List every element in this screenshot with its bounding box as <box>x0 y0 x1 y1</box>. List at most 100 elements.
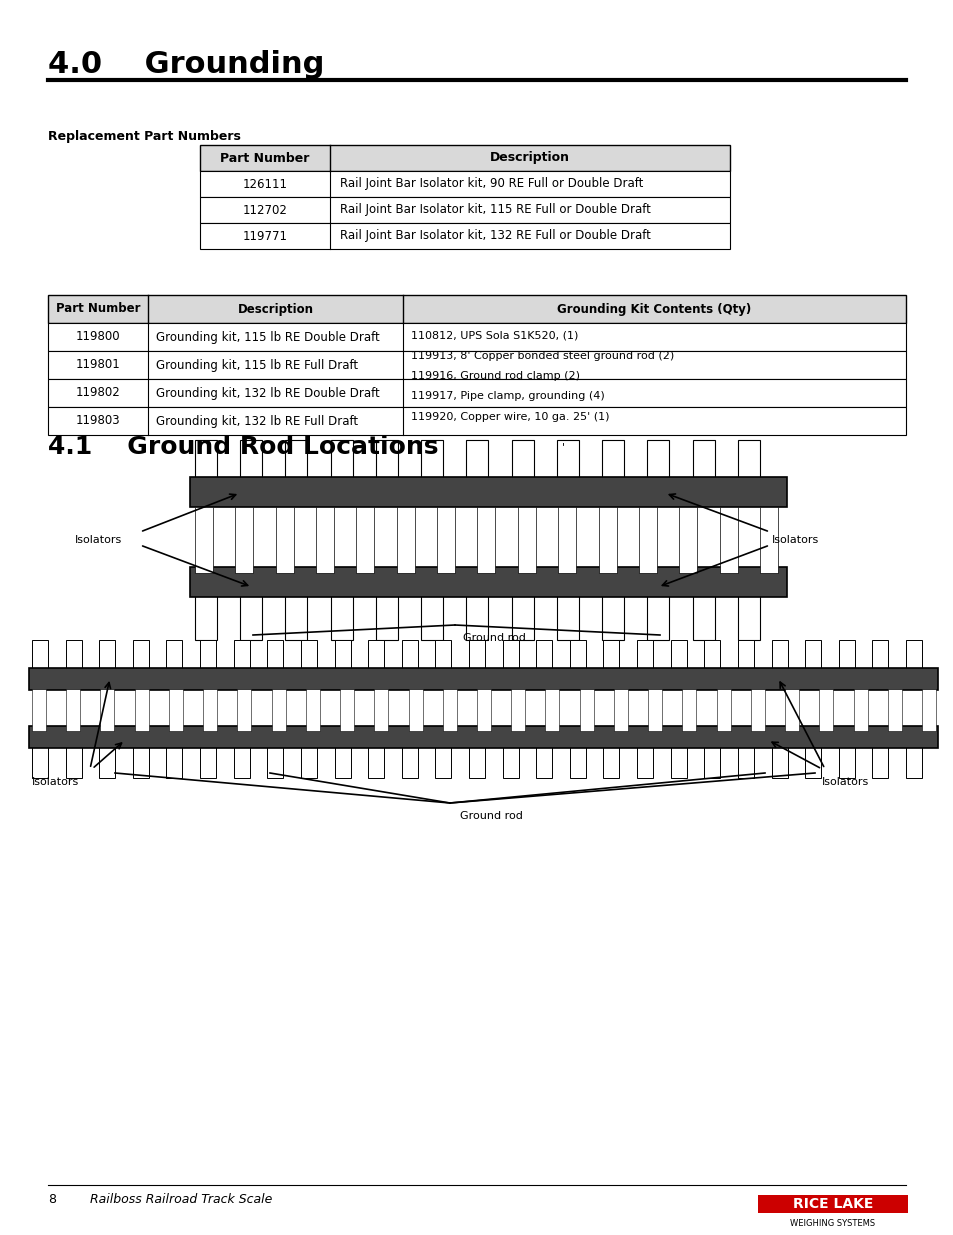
Bar <box>368 640 384 680</box>
Bar <box>740 680 744 685</box>
Text: 119771: 119771 <box>242 230 287 242</box>
Bar <box>48 324 905 351</box>
Bar <box>466 440 488 495</box>
Bar <box>907 734 912 739</box>
Bar <box>200 198 729 224</box>
Bar <box>647 585 669 640</box>
Bar <box>905 739 921 778</box>
Bar <box>200 739 215 778</box>
Bar <box>423 579 429 585</box>
Bar <box>356 508 374 573</box>
Bar <box>300 640 316 680</box>
Bar <box>421 585 443 640</box>
Bar <box>502 640 518 680</box>
Bar <box>601 585 623 640</box>
Bar <box>235 680 240 685</box>
Bar <box>760 508 778 573</box>
Bar <box>853 689 866 731</box>
Bar <box>275 508 294 573</box>
Bar <box>242 579 248 585</box>
Bar <box>639 680 643 685</box>
Bar <box>300 739 316 778</box>
Bar <box>436 680 442 685</box>
Bar <box>99 640 115 680</box>
Bar <box>333 495 338 501</box>
Bar <box>436 508 455 573</box>
Bar <box>336 680 341 685</box>
Bar <box>32 689 46 731</box>
Text: 112702: 112702 <box>242 204 287 216</box>
Bar <box>750 689 764 731</box>
Bar <box>921 689 935 731</box>
Bar <box>557 585 578 640</box>
Text: WEIGHING SYSTEMS: WEIGHING SYSTEMS <box>790 1219 875 1228</box>
Bar <box>466 585 488 640</box>
Bar <box>871 640 887 680</box>
Bar <box>200 224 729 249</box>
Bar <box>784 689 799 731</box>
Bar <box>703 739 720 778</box>
Bar <box>169 680 173 685</box>
Bar <box>514 579 519 585</box>
Bar <box>315 508 334 573</box>
Bar <box>48 295 905 324</box>
Bar <box>670 739 686 778</box>
Bar <box>647 440 669 495</box>
Bar <box>537 680 542 685</box>
Bar <box>233 640 250 680</box>
Bar <box>614 689 627 731</box>
Bar <box>66 739 82 778</box>
Bar <box>166 739 182 778</box>
Bar <box>649 495 655 501</box>
Text: Isolators: Isolators <box>32 777 79 787</box>
Text: Isolators: Isolators <box>821 777 868 787</box>
Bar <box>169 689 183 731</box>
Text: Part Number: Part Number <box>55 303 140 315</box>
Bar <box>476 689 491 731</box>
Bar <box>202 680 207 685</box>
Text: 119801: 119801 <box>75 358 120 372</box>
Bar <box>132 640 149 680</box>
Bar <box>377 495 384 501</box>
Bar <box>134 680 140 685</box>
Bar <box>771 640 787 680</box>
Bar <box>202 734 207 739</box>
Bar <box>738 585 760 640</box>
Bar <box>511 585 533 640</box>
Bar <box>396 508 415 573</box>
Text: Grounding Kit Contents (Qty): Grounding Kit Contents (Qty) <box>557 303 751 315</box>
Text: 119803: 119803 <box>75 415 120 427</box>
Bar <box>374 689 388 731</box>
Bar <box>874 734 879 739</box>
Bar <box>200 144 729 170</box>
Bar <box>558 579 564 585</box>
Text: 119917, Pipe clamp, grounding (4): 119917, Pipe clamp, grounding (4) <box>411 391 604 401</box>
Text: Ground rod: Ground rod <box>459 811 522 821</box>
Bar <box>101 680 106 685</box>
Bar <box>401 739 417 778</box>
Bar <box>874 680 879 685</box>
Bar <box>285 585 307 640</box>
Bar <box>477 508 495 573</box>
Bar <box>569 640 585 680</box>
Bar <box>132 739 149 778</box>
Bar <box>605 680 610 685</box>
Bar <box>692 585 714 640</box>
Bar <box>504 734 509 739</box>
Bar <box>637 640 653 680</box>
Bar <box>269 680 274 685</box>
Text: Grounding kit, 115 lb RE Full Draft: Grounding kit, 115 lb RE Full Draft <box>156 358 357 372</box>
Bar <box>339 689 354 731</box>
Bar <box>639 734 643 739</box>
Text: Description: Description <box>490 152 569 164</box>
Bar <box>694 495 700 501</box>
Bar <box>403 734 408 739</box>
Bar <box>169 734 173 739</box>
Text: Railboss Railroad Track Scale: Railboss Railroad Track Scale <box>90 1193 273 1207</box>
Bar <box>233 739 250 778</box>
Bar <box>514 495 519 501</box>
Bar <box>672 680 677 685</box>
Bar <box>442 689 456 731</box>
Bar <box>375 440 397 495</box>
Text: Description: Description <box>237 303 314 315</box>
